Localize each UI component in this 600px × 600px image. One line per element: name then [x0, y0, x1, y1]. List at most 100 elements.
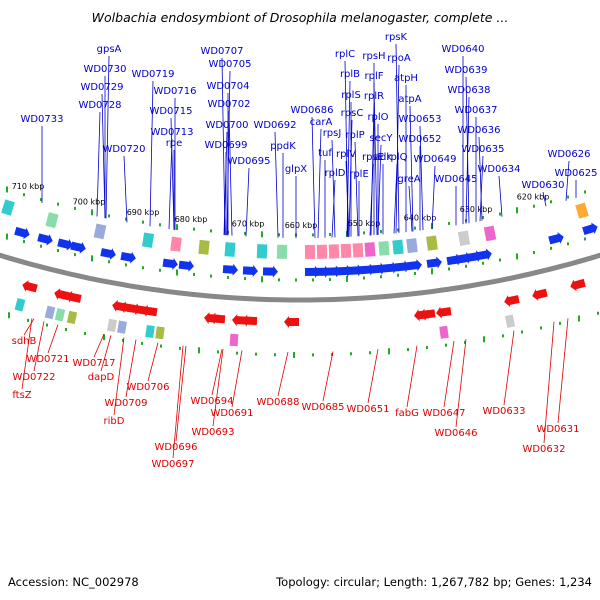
forward-gene-label[interactable]: WD0692	[253, 120, 296, 131]
reverse-gene-label[interactable]: ribD	[104, 416, 125, 427]
forward-gene-label[interactable]: gpsA	[97, 44, 122, 55]
forward-gene-label[interactable]: ppdK	[270, 141, 296, 152]
reverse-gene-label[interactable]: WD0709	[104, 398, 147, 409]
forward-gene-label[interactable]: WD0645	[434, 174, 477, 185]
reverse-gene-label[interactable]: WD0631	[536, 424, 579, 435]
tick-mark	[244, 231, 246, 235]
forward-gene-label[interactable]: rplV	[336, 149, 356, 160]
reverse-gene-label[interactable]: fabG	[395, 408, 419, 419]
reverse-gene-label[interactable]: WD0632	[522, 444, 565, 455]
forward-gene-label[interactable]: WD0713	[150, 127, 193, 138]
forward-gene-label[interactable]: glpX	[285, 164, 307, 175]
reverse-gene-label[interactable]: WD0633	[482, 406, 525, 417]
leader-line	[393, 163, 398, 234]
forward-gene-label[interactable]: WD0700	[205, 120, 248, 131]
forward-gene-label[interactable]: WD0715	[149, 106, 192, 117]
forward-gene-label[interactable]: WD0637	[454, 105, 497, 116]
forward-gene-label[interactable]: rpe	[166, 138, 183, 149]
reverse-gene-label[interactable]: dapD	[88, 372, 115, 383]
leader-line	[345, 160, 350, 237]
forward-gene-label[interactable]: rplD	[325, 168, 346, 179]
forward-gene-label[interactable]: adk	[374, 152, 392, 163]
forward-gene-label[interactable]: rplP	[345, 130, 364, 141]
forward-gene-label[interactable]: rplC	[335, 49, 355, 60]
forward-gene-label[interactable]: WD0638	[447, 85, 490, 96]
reverse-gene-label[interactable]: WD0647	[422, 408, 465, 419]
forward-gene-label[interactable]: WD0719	[131, 69, 174, 80]
leader-line	[354, 141, 359, 237]
forward-gene-label[interactable]: rplQ	[386, 152, 407, 163]
forward-gene-label[interactable]: WD0625	[554, 168, 597, 179]
reverse-gene-label[interactable]: WD0721	[26, 354, 69, 365]
forward-gene-label[interactable]: WD0635	[461, 144, 504, 155]
reverse-gene-label[interactable]: WD0691	[210, 408, 253, 419]
forward-gene-label[interactable]: WD0704	[206, 81, 249, 92]
forward-gene-label[interactable]: rpoA	[387, 53, 411, 64]
gene-feature-block	[276, 244, 288, 259]
forward-gene-label[interactable]: WD0630	[521, 180, 564, 191]
tick-mark	[540, 326, 542, 330]
reverse-gene-label[interactable]: WD0694	[190, 396, 233, 407]
reverse-gene-label[interactable]: ftsZ	[12, 390, 31, 401]
forward-gene-label[interactable]: WD0626	[547, 149, 590, 160]
forward-gene-label[interactable]: WD0686	[290, 105, 333, 116]
forward-gene-label[interactable]: tuf	[318, 148, 332, 159]
forward-gene-label[interactable]: WD0733	[20, 114, 63, 125]
forward-gene-label[interactable]: rplE	[349, 169, 369, 180]
reverse-gene-label[interactable]: WD0651	[346, 404, 389, 415]
forward-gene-label[interactable]: carA	[310, 117, 333, 128]
forward-gene-label[interactable]: WD0699	[204, 140, 247, 151]
forward-gene-label[interactable]: rpsK	[385, 32, 408, 43]
tick-mark	[57, 202, 59, 206]
forward-gene-label[interactable]: rplR	[364, 91, 384, 102]
forward-gene-label[interactable]: WD0634	[477, 164, 520, 175]
reverse-gene-label[interactable]: WD0688	[256, 397, 299, 408]
reverse-gene-label[interactable]: sdhB	[12, 336, 37, 347]
reverse-gene-label[interactable]: WD0697	[151, 459, 194, 470]
forward-gene-label[interactable]: WD0653	[398, 114, 441, 125]
forward-gene-arrow	[382, 261, 398, 274]
forward-gene-arrow	[394, 260, 410, 273]
forward-gene-label[interactable]: WD0636	[457, 125, 500, 136]
forward-gene-label[interactable]: WD0695	[227, 156, 270, 167]
forward-gene-label[interactable]: WD0730	[83, 64, 126, 75]
forward-gene-label[interactable]: secY	[370, 133, 394, 144]
reverse-gene-label[interactable]: WD0706	[126, 382, 169, 393]
forward-gene-label[interactable]: WD0639	[444, 65, 487, 76]
forward-gene-label[interactable]: rplS	[341, 90, 361, 101]
reverse-gene-label[interactable]: WD0646	[434, 428, 477, 439]
forward-gene-label[interactable]: rplO	[367, 112, 388, 123]
forward-gene-label[interactable]: WD0649	[413, 154, 456, 165]
forward-gene-label[interactable]: atpH	[394, 73, 418, 84]
tick-mark	[261, 276, 263, 283]
forward-gene-label[interactable]: WD0729	[80, 82, 123, 93]
forward-gene-label[interactable]: WD0652	[398, 134, 441, 145]
gene-feature-block	[316, 244, 328, 259]
forward-gene-label[interactable]: rplF	[365, 71, 384, 82]
forward-gene-label[interactable]: WD0702	[207, 99, 250, 110]
forward-gene-label[interactable]: atpA	[398, 94, 421, 105]
tick-mark	[160, 344, 162, 348]
forward-gene-label[interactable]: rpsC	[341, 108, 364, 119]
tick-mark	[84, 331, 86, 335]
forward-gene-label[interactable]: WD0720	[102, 144, 145, 155]
forward-gene-label[interactable]: WD0707	[200, 46, 243, 57]
forward-gene-label[interactable]: rpsJ	[323, 128, 342, 139]
forward-gene-label[interactable]: rpsE	[362, 152, 384, 163]
tick-mark	[499, 258, 501, 262]
forward-gene-label[interactable]: WD0640	[441, 44, 484, 55]
forward-gene-label[interactable]: WD0716	[153, 86, 196, 97]
forward-gene-label[interactable]: WD0728	[78, 100, 121, 111]
reverse-gene-label[interactable]: WD0685	[301, 402, 344, 413]
reverse-gene-label[interactable]: WD0717	[72, 358, 115, 369]
reverse-gene-label[interactable]: WD0693	[191, 427, 234, 438]
tick-mark	[464, 340, 466, 344]
forward-gene-label[interactable]: greA	[397, 174, 420, 185]
leader-line	[431, 165, 436, 229]
reverse-gene-label[interactable]: WD0696	[154, 442, 197, 453]
forward-gene-label[interactable]: rpsH	[362, 51, 385, 62]
forward-gene-label[interactable]: WD0705	[208, 59, 251, 70]
reverse-gene-label[interactable]: WD0722	[12, 372, 55, 383]
tick-mark	[584, 190, 586, 194]
forward-gene-label[interactable]: rplB	[340, 69, 360, 80]
